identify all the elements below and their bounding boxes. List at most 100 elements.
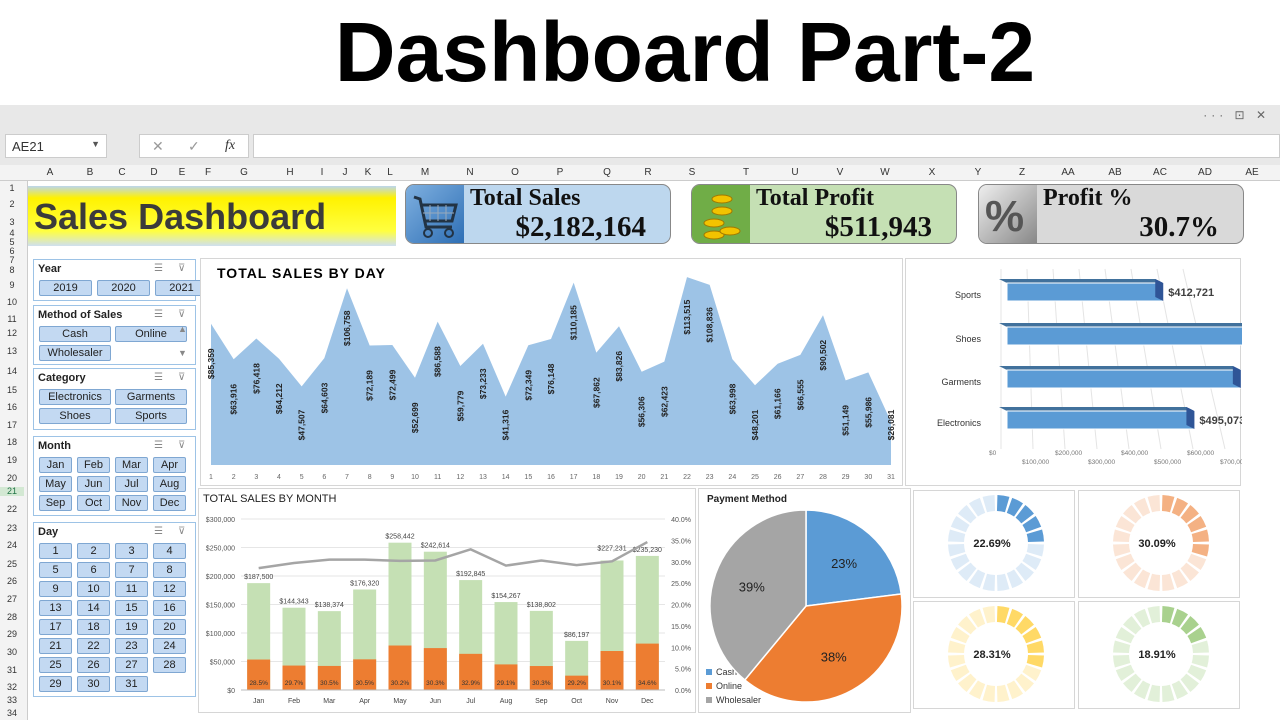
slicer-item-day[interactable]: 11 (115, 581, 148, 597)
slicer-item-day[interactable]: 1 (39, 543, 72, 559)
slicer-item-day[interactable]: 2 (77, 543, 110, 559)
slicer-item-method[interactable]: Wholesaler (39, 345, 111, 361)
row-header[interactable]: 30 (6, 647, 17, 657)
clear-filter-icon[interactable]: ⊽ (178, 526, 186, 537)
column-header[interactable]: K (364, 167, 372, 178)
row-header[interactable]: 33 (6, 695, 17, 705)
column-header[interactable]: F (204, 167, 212, 178)
slicer-item-day[interactable]: 6 (77, 562, 110, 578)
slicer-item-day[interactable]: 30 (77, 676, 110, 692)
scroll-down-icon[interactable]: ▼ (178, 348, 187, 358)
slicer-item-month[interactable]: Sep (39, 495, 72, 511)
column-header[interactable]: E (178, 167, 186, 178)
column-header[interactable]: D (150, 167, 158, 178)
row-header[interactable]: 6 (9, 246, 15, 256)
slicer-item-day[interactable]: 10 (77, 581, 110, 597)
slicer-item-day[interactable]: 5 (39, 562, 72, 578)
column-header[interactable]: U (791, 167, 799, 178)
row-header[interactable]: 2 (9, 199, 15, 209)
slicer-item-month[interactable]: Nov (115, 495, 148, 511)
scroll-up-icon[interactable]: ▲ (178, 324, 187, 334)
slicer-item-day[interactable]: 28 (153, 657, 186, 673)
row-header[interactable]: 5 (9, 237, 15, 247)
column-header[interactable]: AD (1198, 167, 1212, 178)
legend-label[interactable]: Wholesaler (716, 695, 761, 705)
clear-filter-icon[interactable]: ⊽ (178, 309, 186, 320)
slicer-item-day[interactable]: 13 (39, 600, 72, 616)
column-header[interactable]: L (387, 167, 393, 178)
row-header[interactable]: 34 (6, 708, 17, 718)
column-header[interactable]: C (118, 167, 126, 178)
slicer-item-method[interactable]: Cash (39, 326, 111, 342)
function-icon[interactable]: fx (225, 138, 236, 153)
row-header[interactable]: 28 (6, 612, 17, 622)
chevron-down-icon[interactable]: ▼ (91, 139, 100, 149)
column-header[interactable]: I (320, 167, 324, 178)
row-header[interactable]: 21 (0, 487, 24, 496)
row-header[interactable]: 23 (6, 523, 17, 533)
slicer-item-year[interactable]: 2021 (155, 280, 208, 296)
row-header[interactable]: 12 (6, 328, 17, 338)
column-header[interactable]: AB (1108, 167, 1122, 178)
slicer-item-month[interactable]: Aug (153, 476, 186, 492)
row-header[interactable]: 13 (6, 346, 17, 356)
slicer-item-month[interactable]: Jan (39, 457, 72, 473)
row-header[interactable]: 20 (6, 473, 17, 483)
slicer-item-month[interactable]: Jul (115, 476, 148, 492)
slicer-item-day[interactable]: 24 (153, 638, 186, 654)
slicer-item-year[interactable]: 2020 (97, 280, 150, 296)
enter-icon[interactable]: ✓ (188, 138, 200, 154)
slicer-item-month[interactable]: Feb (77, 457, 110, 473)
row-header[interactable]: 11 (7, 314, 17, 324)
slicer-item-year[interactable]: 2019 (39, 280, 92, 296)
slicer-item-day[interactable]: 25 (39, 657, 72, 673)
slicer-item-category[interactable]: Shoes (39, 408, 111, 424)
slicer-item-day[interactable]: 29 (39, 676, 72, 692)
slicer-item-month[interactable]: Mar (115, 457, 148, 473)
row-header[interactable]: 14 (6, 366, 17, 376)
window-controls[interactable]: ··· ⊡ ✕ (1203, 108, 1270, 122)
column-header[interactable]: A (46, 167, 54, 178)
column-header[interactable]: M (420, 167, 430, 178)
column-header[interactable]: P (556, 167, 564, 178)
row-header[interactable]: 17 (6, 420, 17, 430)
cancel-icon[interactable]: ✕ (152, 138, 164, 154)
slicer-item-day[interactable]: 3 (115, 543, 148, 559)
slicer-item-day[interactable]: 9 (39, 581, 72, 597)
column-header[interactable]: G (240, 167, 248, 178)
slicer-item-month[interactable]: Jun (77, 476, 110, 492)
column-header[interactable]: T (742, 167, 750, 178)
multi-select-icon[interactable]: ☰ (154, 263, 163, 274)
slicer-item-day[interactable]: 21 (39, 638, 72, 654)
column-header[interactable]: Z (1018, 167, 1026, 178)
multi-select-icon[interactable]: ☰ (154, 309, 163, 320)
slicer-item-day[interactable]: 20 (153, 619, 186, 635)
column-header[interactable]: X (928, 167, 936, 178)
row-header[interactable]: 31 (6, 665, 17, 675)
column-header[interactable]: N (466, 167, 474, 178)
row-header[interactable]: 9 (9, 280, 15, 290)
row-header[interactable]: 26 (6, 576, 17, 586)
slicer-item-day[interactable]: 19 (115, 619, 148, 635)
legend-label[interactable]: Cash (716, 667, 737, 677)
slicer-item-day[interactable]: 23 (115, 638, 148, 654)
slicer-item-method[interactable]: Online (115, 326, 187, 342)
formula-bar[interactable] (253, 134, 1280, 158)
row-header[interactable]: 16 (6, 402, 17, 412)
slicer-item-day[interactable]: 18 (77, 619, 110, 635)
column-header[interactable]: J (342, 167, 348, 178)
slicer-item-category[interactable]: Sports (115, 408, 187, 424)
slicer-item-day[interactable]: 22 (77, 638, 110, 654)
column-header[interactable]: O (511, 167, 519, 178)
column-header[interactable]: H (286, 167, 294, 178)
slicer-item-day[interactable]: 8 (153, 562, 186, 578)
slicer-item-month[interactable]: Oct (77, 495, 110, 511)
slicer-item-day[interactable]: 26 (77, 657, 110, 673)
slicer-item-day[interactable]: 12 (153, 581, 186, 597)
column-header[interactable]: Y (974, 167, 982, 178)
clear-filter-icon[interactable]: ⊽ (178, 263, 186, 274)
row-header[interactable]: 1 (9, 183, 15, 193)
name-box[interactable]: AE21 ▼ (5, 134, 107, 158)
column-header[interactable]: AC (1153, 167, 1167, 178)
slicer-item-day[interactable]: 7 (115, 562, 148, 578)
